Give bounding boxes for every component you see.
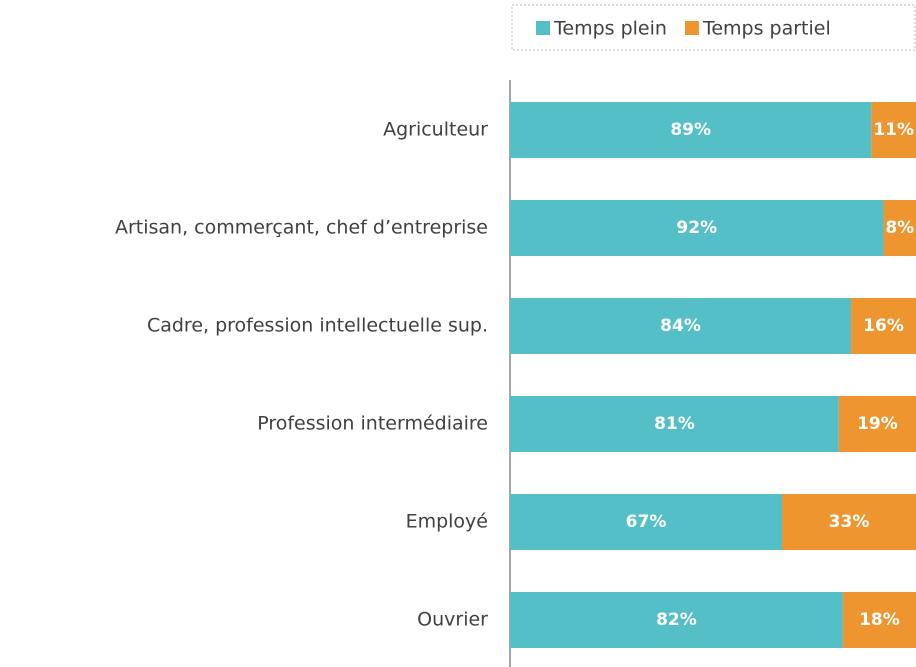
legend-label: Temps partiel	[702, 18, 831, 40]
data-label: 92%	[676, 218, 717, 238]
bar-segment	[510, 200, 884, 256]
data-label: 82%	[656, 610, 697, 630]
bar-segment	[510, 494, 783, 550]
data-label: 84%	[660, 316, 701, 336]
bar-segment	[510, 592, 843, 648]
bar-segment	[883, 200, 916, 256]
data-label: 67%	[626, 512, 667, 532]
bar-segment	[842, 592, 916, 648]
category-label: Artisan, commerçant, chef d’entreprise	[115, 217, 488, 239]
legend-label: Temps plein	[553, 18, 667, 40]
data-label: 89%	[670, 120, 711, 140]
data-label: 18%	[859, 610, 900, 630]
legend-box	[511, 4, 916, 51]
bar-segment	[510, 298, 852, 354]
bar-segment	[782, 494, 916, 550]
bar-segment	[851, 298, 916, 354]
data-label: 8%	[885, 218, 914, 238]
category-label: Employé	[406, 511, 488, 533]
category-label: Ouvrier	[417, 609, 488, 631]
category-label: Agriculteur	[383, 119, 488, 141]
category-label: Cadre, profession intellectuelle sup.	[147, 315, 488, 337]
bar-segment	[838, 396, 916, 452]
bar-segment	[510, 396, 839, 452]
data-label: 16%	[863, 316, 904, 336]
legend-swatch	[536, 21, 550, 35]
bar-segment	[510, 102, 872, 158]
data-label: 33%	[829, 512, 870, 532]
bar-segment	[871, 102, 916, 158]
category-label: Profession intermédiaire	[257, 413, 488, 435]
data-label: 19%	[857, 414, 898, 434]
legend-swatch	[684, 21, 699, 35]
data-label: 11%	[873, 120, 914, 140]
data-label: 81%	[654, 414, 695, 434]
